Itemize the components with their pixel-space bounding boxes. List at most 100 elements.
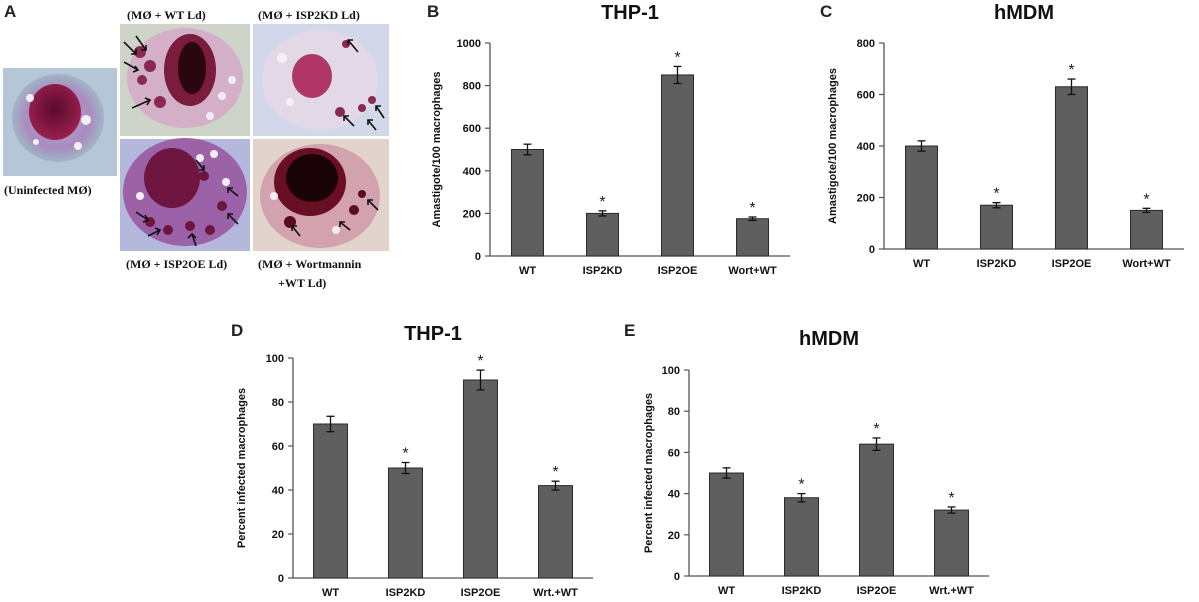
bar-wrt-wt bbox=[934, 509, 969, 577]
significance-marker: * bbox=[873, 421, 879, 438]
bar-isp2kd bbox=[980, 204, 1013, 250]
significance-marker: * bbox=[402, 446, 408, 463]
panel-a: A (Uninfected MØ) (MØ + WT Ld) bbox=[3, 2, 389, 290]
chart-title: THP-1 bbox=[601, 2, 659, 24]
panel-letter-a: A bbox=[4, 2, 16, 21]
y-tick-label: 20 bbox=[668, 530, 680, 542]
x-category-label: ISP2KD bbox=[977, 258, 1017, 270]
significance-marker: * bbox=[599, 194, 605, 211]
significance-marker: * bbox=[749, 200, 755, 217]
y-tick-label: 600 bbox=[463, 123, 481, 135]
bar-isp2oe bbox=[463, 379, 498, 579]
y-tick-label: 100 bbox=[266, 353, 284, 365]
x-category-label: Wrt.+WT bbox=[533, 587, 578, 599]
arrows-wortmannin bbox=[291, 199, 379, 237]
y-axis-label: Amastigote/100 macrophages bbox=[431, 72, 443, 228]
significance-marker: * bbox=[948, 490, 954, 507]
significance-marker: * bbox=[674, 49, 680, 66]
arrows-oe bbox=[135, 159, 239, 247]
bar-isp2kd bbox=[388, 467, 423, 579]
micrograph-kd bbox=[253, 24, 389, 136]
x-category-label: ISP2KD bbox=[386, 587, 426, 599]
y-tick-label: 600 bbox=[857, 90, 875, 102]
x-category-label: WT bbox=[322, 587, 339, 599]
caption-wort-line1: (MØ + Wortmannin bbox=[258, 257, 362, 271]
bar-wrt-wt bbox=[538, 485, 573, 579]
significance-marker: * bbox=[798, 477, 804, 494]
micrograph-uninfected bbox=[3, 68, 117, 176]
x-category-label: Wort+WT bbox=[1122, 258, 1171, 270]
x-category-label: WT bbox=[913, 258, 930, 270]
chart-d-thp1-percent-infected: D THP-1 0 20 40 60 80 100 Percent infected macro… bbox=[231, 321, 593, 599]
y-tick-label: 200 bbox=[857, 193, 875, 205]
caption-kd: (MØ + ISP2KD Ld) bbox=[258, 8, 360, 22]
y-tick-label: 0 bbox=[674, 571, 680, 583]
y-tick-label: 80 bbox=[272, 397, 284, 409]
y-tick-label: 40 bbox=[272, 485, 284, 497]
bar-wt bbox=[313, 423, 348, 579]
bar-wt bbox=[511, 149, 544, 257]
significance-marker: * bbox=[477, 353, 483, 370]
x-category-label: ISP2KD bbox=[583, 265, 623, 277]
bar-wort-wt bbox=[736, 218, 769, 257]
bar-wt bbox=[905, 145, 938, 250]
y-tick-label: 400 bbox=[463, 166, 481, 178]
chart-title: THP-1 bbox=[404, 323, 462, 345]
bar-isp2kd bbox=[784, 497, 819, 577]
arrows-kd bbox=[343, 39, 385, 131]
y-tick-label: 100 bbox=[662, 365, 680, 377]
y-tick-label: 0 bbox=[278, 573, 284, 585]
y-tick-label: 800 bbox=[857, 38, 875, 50]
x-category-label: ISP2OE bbox=[658, 265, 698, 277]
significance-marker: * bbox=[993, 186, 999, 203]
x-category-label: WT bbox=[718, 585, 735, 597]
y-tick-label: 0 bbox=[475, 251, 481, 263]
x-category-label: WT bbox=[519, 265, 536, 277]
y-axis-label: Amastigote/100 macrophages bbox=[827, 68, 839, 224]
x-category-label: Wort+WT bbox=[728, 265, 777, 277]
x-category-label: ISP2OE bbox=[857, 585, 897, 597]
arrows-wt bbox=[123, 35, 152, 109]
bar-isp2oe bbox=[661, 74, 694, 257]
y-tick-label: 20 bbox=[272, 529, 284, 541]
y-tick-label: 60 bbox=[272, 441, 284, 453]
y-tick-label: 0 bbox=[869, 244, 875, 256]
micrograph-wortmannin bbox=[253, 139, 389, 251]
chart-b-thp1-amastigote: B THP-1 0 200 400 600 800 1000 Amastigote/100 ma… bbox=[427, 2, 790, 277]
bar-isp2oe bbox=[859, 443, 894, 577]
chart-title: hMDM bbox=[799, 328, 859, 350]
caption-wort-line2: +WT Ld) bbox=[278, 276, 326, 290]
y-tick-label: 400 bbox=[857, 141, 875, 153]
panel-letter-d: D bbox=[231, 321, 243, 340]
significance-marker: * bbox=[552, 464, 558, 481]
y-tick-label: 60 bbox=[668, 447, 680, 459]
y-tick-label: 40 bbox=[668, 489, 680, 501]
bar-isp2kd bbox=[586, 212, 619, 257]
chart-title: hMDM bbox=[994, 2, 1054, 24]
panel-letter-b: B bbox=[427, 2, 439, 21]
significance-marker: * bbox=[1068, 62, 1074, 79]
caption-uninfected: (Uninfected MØ) bbox=[4, 183, 92, 197]
x-category-label: ISP2OE bbox=[1052, 258, 1092, 270]
y-axis-label: Percent infected macrophages bbox=[643, 393, 655, 553]
y-tick-label: 1000 bbox=[457, 38, 481, 50]
panel-letter-e: E bbox=[624, 321, 635, 340]
bar-isp2oe bbox=[1055, 86, 1088, 250]
micrograph-oe bbox=[120, 138, 250, 251]
x-category-label: ISP2KD bbox=[782, 585, 822, 597]
caption-oe: (MØ + ISP2OE Ld) bbox=[126, 257, 227, 271]
bar-wt bbox=[709, 472, 744, 577]
panel-letter-c: C bbox=[820, 2, 832, 21]
y-tick-label: 200 bbox=[463, 208, 481, 220]
y-axis-label: Percent infected macrophages bbox=[236, 388, 248, 548]
bar-wort-wt bbox=[1130, 209, 1163, 250]
x-category-label: Wrt.+WT bbox=[929, 585, 974, 597]
micrograph-wt bbox=[120, 24, 250, 136]
x-category-label: ISP2OE bbox=[461, 587, 501, 599]
y-tick-label: 80 bbox=[668, 406, 680, 418]
significance-marker: * bbox=[1143, 191, 1149, 208]
caption-wt: (MØ + WT Ld) bbox=[127, 8, 206, 22]
